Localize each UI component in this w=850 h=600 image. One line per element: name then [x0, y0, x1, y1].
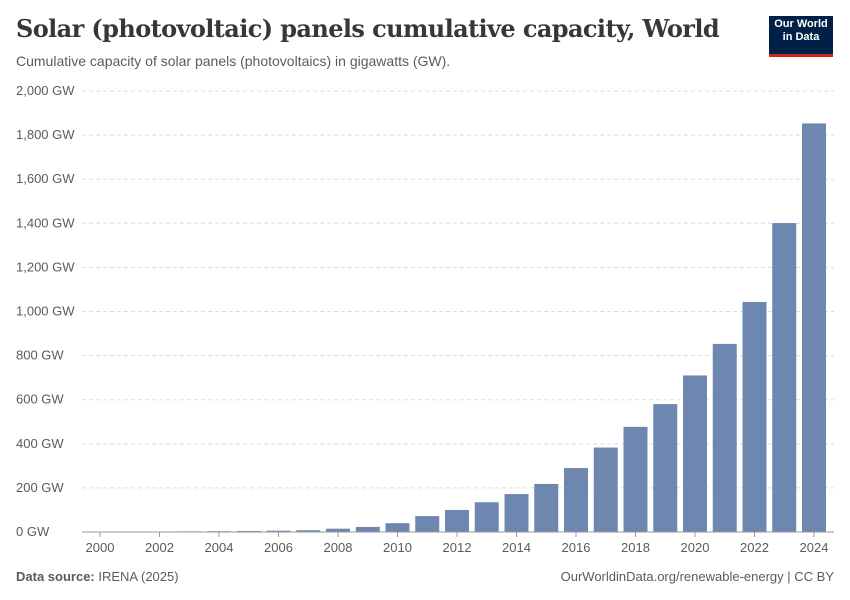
bar-2020 [683, 375, 707, 532]
y-tick-label: 1,800 GW [16, 127, 75, 142]
x-tick-label: 2008 [324, 540, 353, 555]
x-tick-label: 2006 [264, 540, 293, 555]
x-tick-label: 2000 [86, 540, 115, 555]
x-tick-label: 2002 [145, 540, 174, 555]
x-tick-label: 2004 [205, 540, 234, 555]
y-tick-label: 1,600 GW [16, 171, 75, 186]
y-tick-label: 600 GW [16, 392, 64, 407]
x-tick-label: 2022 [740, 540, 769, 555]
footer-link[interactable]: OurWorldinData.org/renewable-energy | CC… [560, 569, 834, 584]
y-tick-label: 1,400 GW [16, 215, 75, 230]
bar-2012 [445, 509, 469, 532]
x-tick-label: 2024 [800, 540, 829, 555]
bar-2013 [474, 502, 499, 532]
bar-2016 [564, 468, 588, 532]
bar-2024 [802, 123, 826, 532]
bar-2007 [296, 530, 321, 532]
y-tick-label: 2,000 GW [16, 83, 75, 98]
bar-2008 [326, 528, 350, 532]
bar-2022 [742, 302, 767, 532]
y-tick-label: 400 GW [16, 436, 64, 451]
bar-2023 [772, 223, 797, 532]
bar-2011 [415, 516, 440, 532]
source-link[interactable]: IRENA (2025) [98, 569, 179, 584]
y-tick-label: 1,000 GW [16, 304, 75, 319]
bar-2006 [266, 530, 291, 532]
bar-2021 [712, 343, 737, 532]
x-tick-label: 2020 [681, 540, 710, 555]
bar-2017 [593, 447, 618, 532]
chart-title: Solar (photovoltaic) panels cumulative c… [16, 14, 720, 43]
x-tick-label: 2016 [562, 540, 591, 555]
bar-2018 [623, 426, 648, 532]
x-tick-label: 2014 [502, 540, 531, 555]
bar-2015 [534, 483, 559, 532]
x-tick-label: 2012 [443, 540, 472, 555]
x-tick-label: 2010 [383, 540, 412, 555]
y-tick-label: 0 GW [16, 524, 50, 539]
x-tick-label: 2018 [621, 540, 650, 555]
y-tick-label: 1,200 GW [16, 259, 75, 274]
bar-2014 [504, 494, 529, 532]
y-tick-label: 800 GW [16, 348, 64, 363]
chart-subtitle: Cumulative capacity of solar panels (pho… [16, 53, 451, 69]
data-source: Data source: IRENA (2025) [16, 569, 179, 584]
y-tick-label: 200 GW [16, 480, 64, 495]
bar-2010 [385, 523, 410, 532]
bar-2009 [355, 526, 380, 532]
bar-2019 [653, 404, 678, 532]
logo-text: Our World in Data [774, 18, 828, 43]
owid-logo[interactable]: Our World in Data [769, 16, 833, 57]
source-label: Data source: [16, 569, 95, 584]
